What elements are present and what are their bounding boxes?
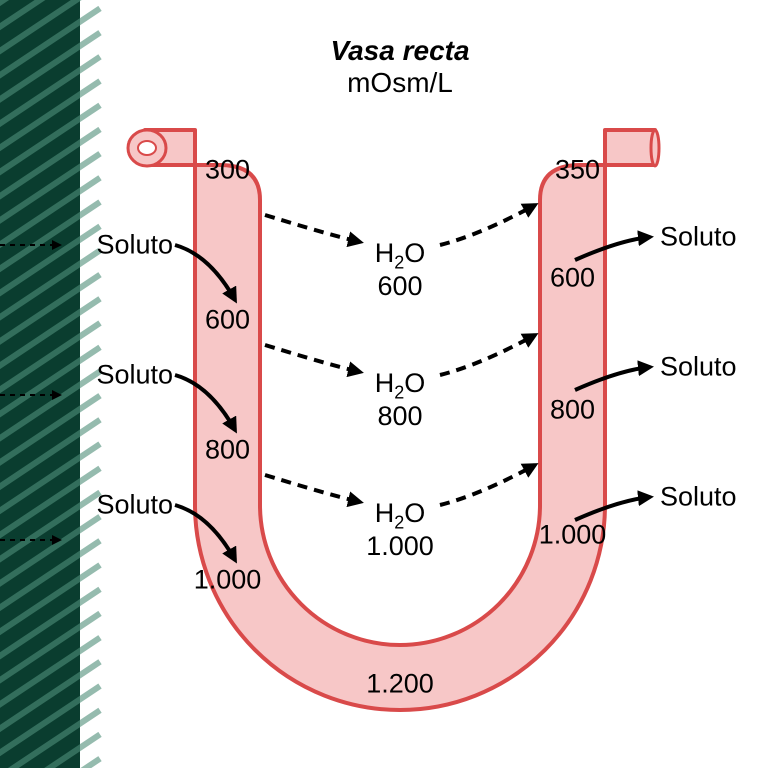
h2o-label-1: H2O800 [375, 369, 426, 431]
soluto-right-0: Soluto [660, 222, 737, 253]
title-line2: mOsm/L [330, 67, 469, 99]
right-value-2: 800 [550, 395, 595, 426]
right-value-3: 1.000 [539, 520, 607, 551]
title-line1: Vasa recta [330, 35, 469, 67]
h2o-label-0: H2O600 [375, 239, 426, 301]
right-value-0: 350 [555, 155, 600, 186]
soluto-right-1: Soluto [660, 352, 737, 383]
h2o-label-2: H2O1.000 [366, 499, 434, 561]
title: Vasa recta mOsm/L [330, 35, 469, 99]
left-value-3: 1.000 [194, 565, 262, 596]
soluto-left-2: Soluto [96, 490, 173, 521]
right-value-1: 600 [550, 263, 595, 294]
soluto-left-0: Soluto [96, 230, 173, 261]
side-decorative-block [0, 0, 100, 768]
left-value-0: 300 [205, 155, 250, 186]
soluto-left-1: Soluto [96, 360, 173, 391]
left-value-2: 800 [205, 435, 250, 466]
bottom-value: 1.200 [366, 669, 434, 700]
soluto-right-2: Soluto [660, 482, 737, 513]
left-value-1: 600 [205, 305, 250, 336]
